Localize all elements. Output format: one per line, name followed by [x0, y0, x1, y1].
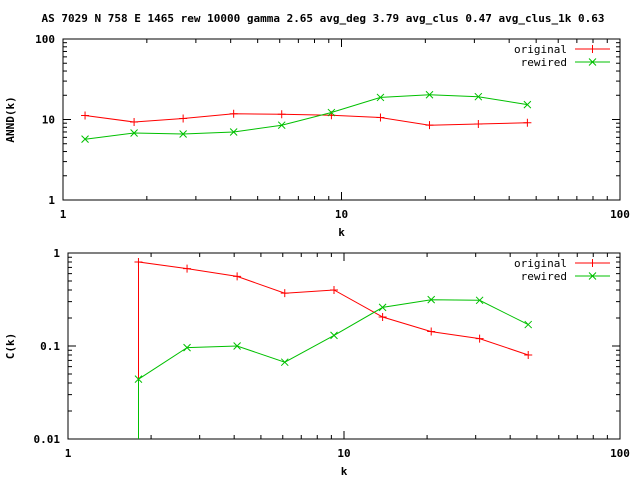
chart-1-legend-marker-rewired — [588, 272, 597, 280]
chart-0-series-original-point — [81, 111, 90, 120]
chart-1-series-rewired-line — [138, 299, 529, 439]
chart-1-y-tick-label: 0.1 — [40, 340, 60, 353]
chart-1-series-original-point — [233, 272, 242, 281]
chart-1-series-original-line — [138, 261, 529, 439]
chart-0-series-rewired-line — [85, 94, 528, 140]
chart-1-series-original-point — [330, 286, 339, 295]
chart-1-series-original-point — [280, 289, 289, 298]
chart-0-series-rewired-point — [327, 108, 336, 117]
chart-0-x-tick-label: 1 — [60, 208, 67, 221]
chart-0-series-rewired-point — [81, 135, 89, 144]
chart-0-series-rewired-point — [425, 90, 434, 99]
chart-0-series-original-point — [229, 109, 238, 118]
chart-0-y-axis-label: ANND(k) — [4, 96, 17, 142]
chart-1-series-original-point — [475, 334, 484, 343]
chart-0-series-rewired-point — [179, 130, 187, 138]
chart-0-legend-marker-rewired — [588, 58, 597, 66]
chart-1-series-rewired-point — [183, 343, 191, 352]
chart-0-series-rewired-point — [474, 92, 483, 101]
chart-0-series-rewired-point — [130, 129, 138, 137]
chart-1-series-rewired-point — [524, 320, 533, 329]
chart-1-series-rewired-point — [427, 295, 436, 304]
chart-1-series-rewired-point — [475, 296, 484, 305]
chart-0-legend-label-original: original — [514, 43, 567, 56]
chart-1-y-axis-label: C(k) — [4, 333, 17, 360]
chart-0-series-rewired-point — [229, 128, 238, 136]
chart-0-y-tick-label: 10 — [42, 114, 55, 127]
chart-0-series-rewired-point — [277, 121, 286, 130]
chart-1-y-tick-label: 1 — [53, 247, 60, 260]
chart-0-series-original-point — [425, 121, 434, 130]
chart-0-y-tick-label: 1 — [48, 194, 55, 207]
chart-0-series-original-point — [130, 118, 139, 127]
chart-0-series-original-point — [376, 113, 385, 122]
chart-0-legend-marker-original — [588, 45, 597, 53]
chart-0-y-tick-label: 100 — [35, 33, 55, 46]
chart-1-x-tick-label: 10 — [337, 447, 350, 460]
figure-title: AS 7029 N 758 E 1465 rew 10000 gamma 2.6… — [42, 12, 605, 25]
chart-1-series-rewired-point — [330, 331, 338, 340]
chart-1-x-tick-label: 100 — [610, 447, 630, 460]
chart-1-series-original-point — [134, 258, 143, 267]
chart-0-series-original-point — [277, 110, 286, 119]
chart-0-series-original-point — [474, 119, 483, 128]
chart-1-legend-marker-original — [588, 259, 597, 267]
chart-0-x-tick-label: 10 — [335, 208, 348, 221]
chart-1-series-original-point — [183, 264, 192, 273]
chart-0-series-original-point — [523, 118, 532, 127]
chart-1-series-rewired-point — [233, 342, 241, 350]
chart-0-series-original-line — [85, 113, 528, 126]
chart-1-x-axis-label: k — [341, 465, 348, 478]
chart-1-legend-label-original: original — [514, 257, 567, 270]
chart-0-series-original-point — [179, 114, 188, 123]
chart-1-series-original-point — [524, 351, 533, 360]
chart-0-series-rewired-point — [376, 93, 385, 102]
chart-0-x-tick-label: 100 — [610, 208, 630, 221]
chart-0-x-axis-label: k — [338, 226, 345, 239]
chart-1-series-original-point — [378, 313, 387, 322]
chart-1-y-tick-label: 0.01 — [34, 433, 61, 446]
chart-0-series-rewired-point — [523, 100, 532, 109]
chart-1-series-rewired-point — [134, 375, 143, 384]
chart-1-series-original-point — [427, 327, 436, 336]
chart-1-legend-label-rewired: rewired — [521, 270, 567, 283]
chart-0-legend-label-rewired: rewired — [521, 56, 567, 69]
chart-1-series-rewired-point — [378, 303, 387, 312]
chart-1-series-rewired-point — [280, 358, 289, 367]
chart-1-x-tick-label: 1 — [65, 447, 72, 460]
